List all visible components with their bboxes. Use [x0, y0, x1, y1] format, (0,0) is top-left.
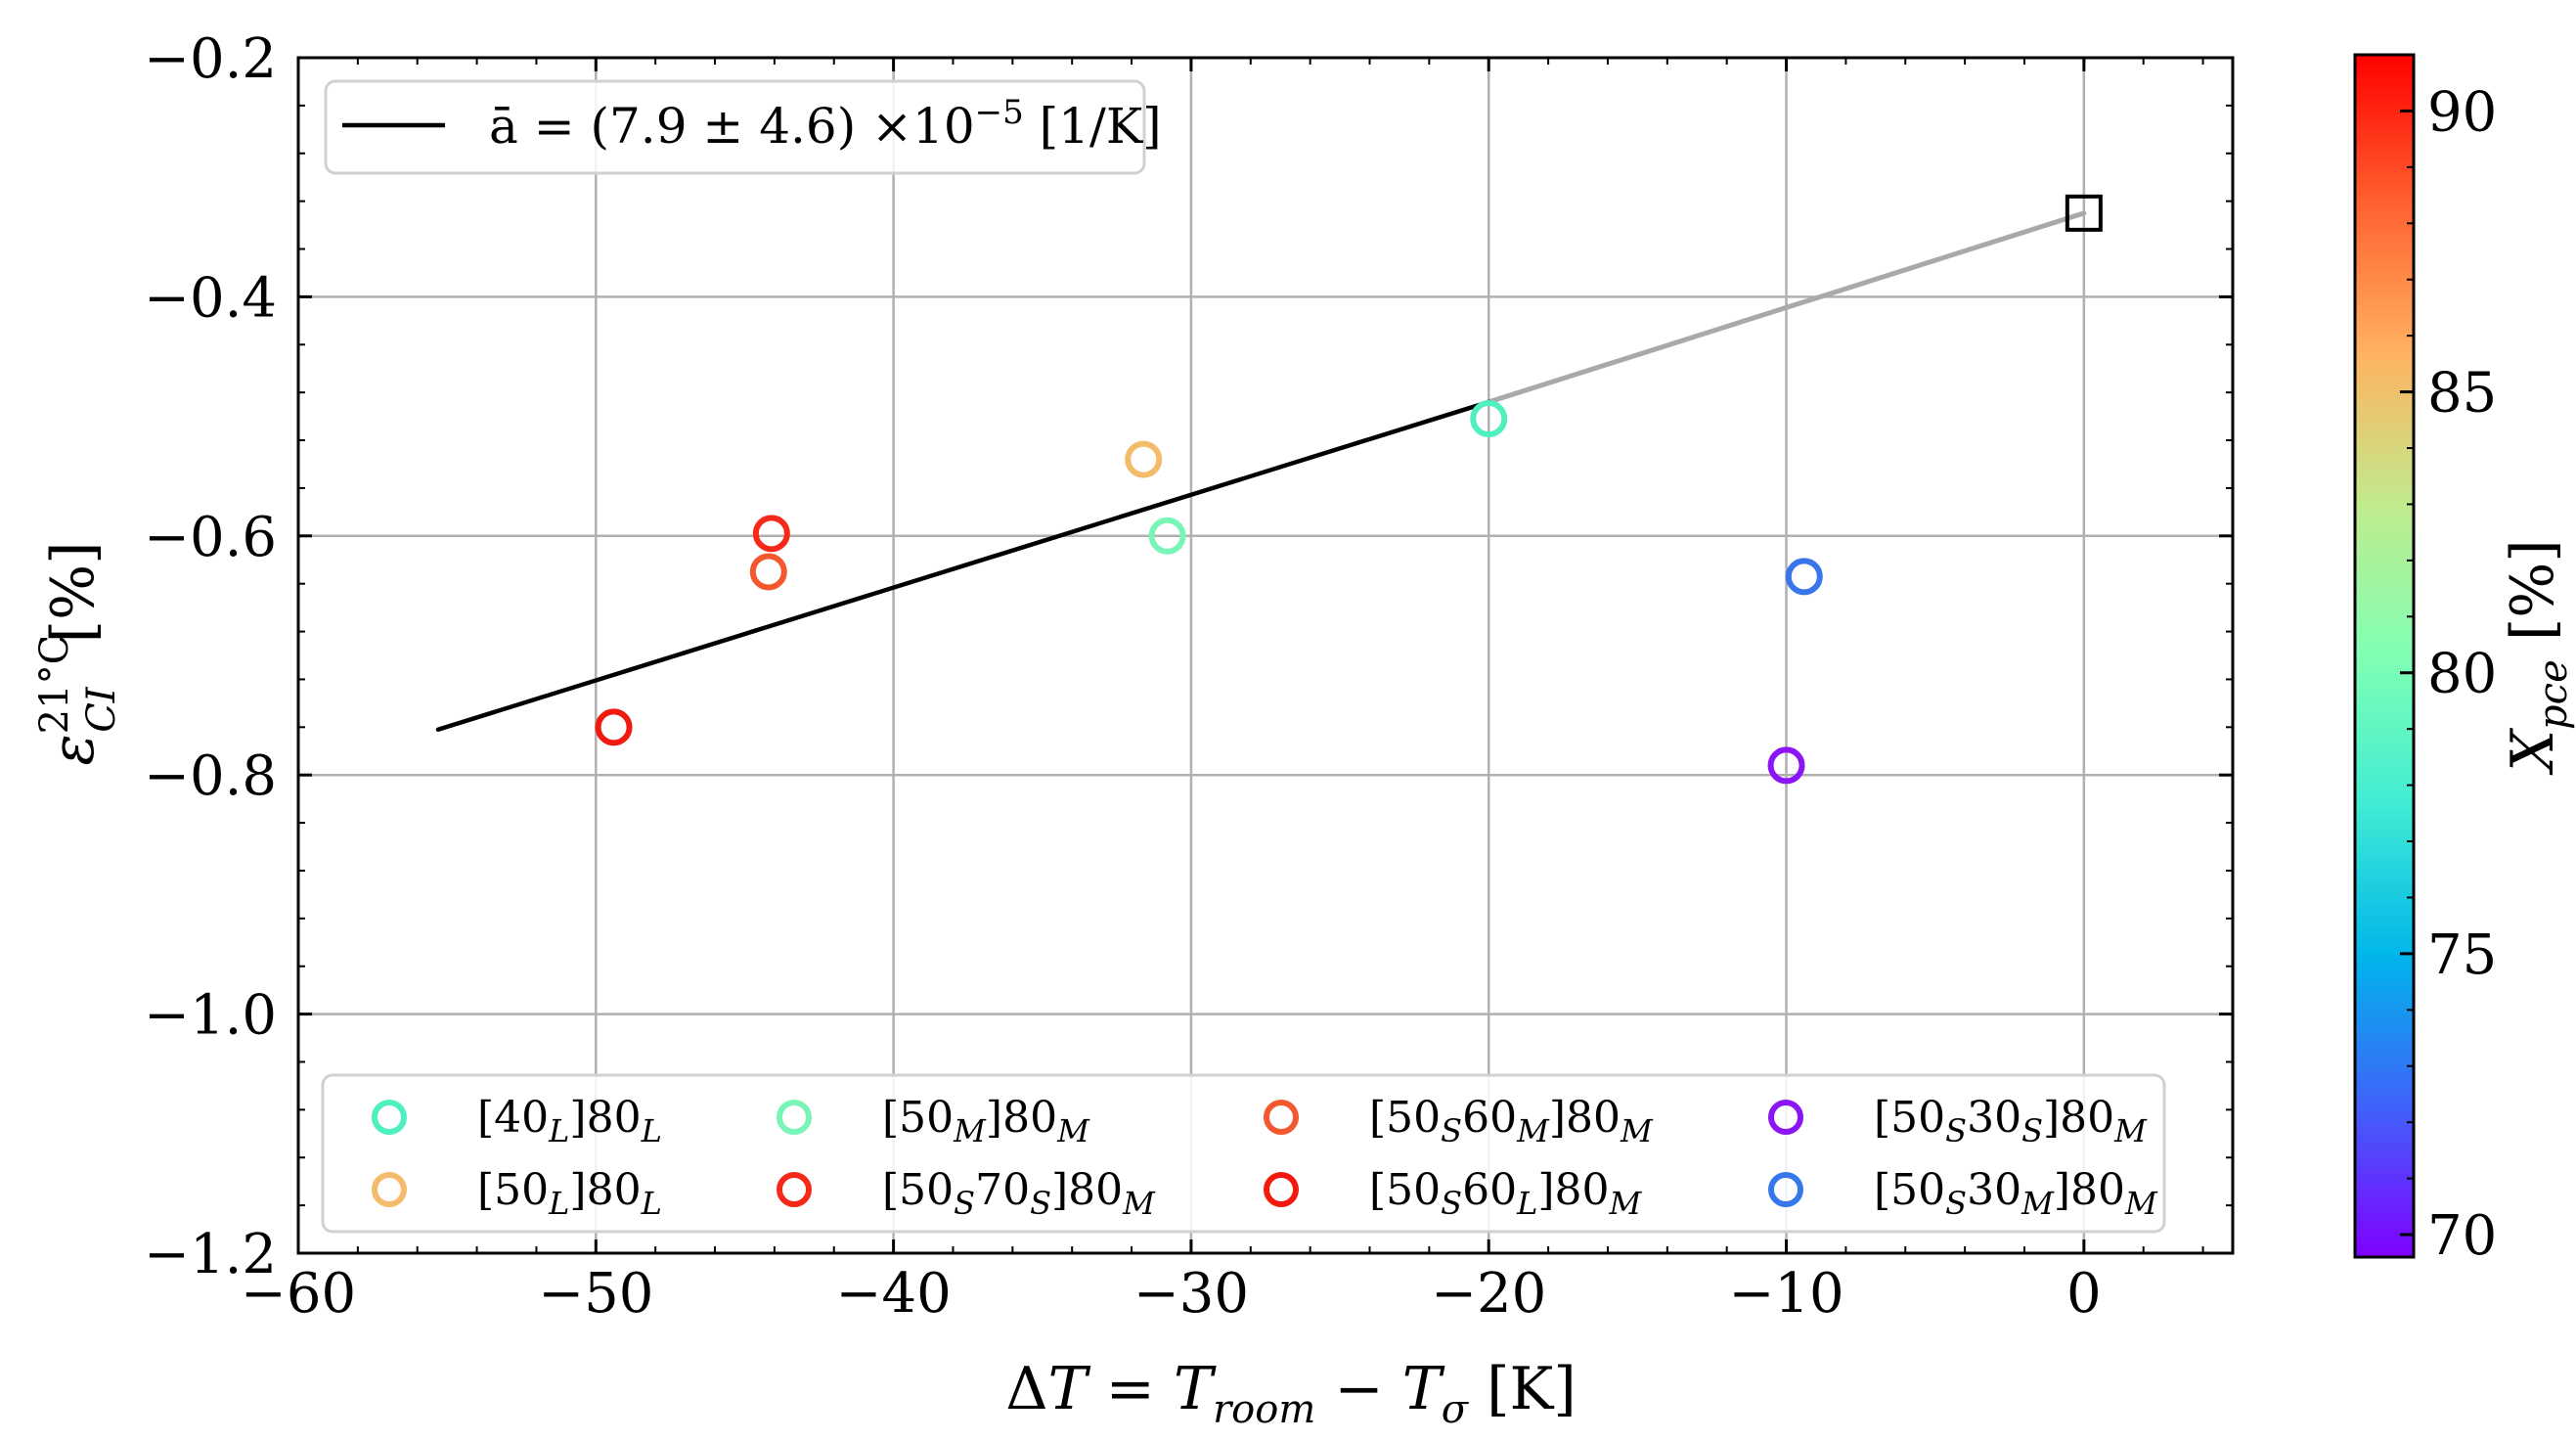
legend-marker [372, 1100, 407, 1135]
y-tick-label: −1.2 [144, 1223, 277, 1286]
colorbar-tick-label: 90 [2427, 80, 2497, 144]
legend-marker [1264, 1100, 1299, 1135]
x-tick-label: −50 [538, 1262, 653, 1326]
fit-legend-label: ā = (7.9 ± 4.6) ×10−5 [1/K] [489, 93, 1162, 155]
reference-square-marker [2065, 194, 2103, 232]
data-points [595, 400, 1823, 785]
legend-label: [50M]80M [882, 1093, 1090, 1149]
fit-line [435, 399, 1491, 733]
data-point [1470, 400, 1508, 438]
legend-label: [50L]80L [477, 1165, 662, 1222]
legend-marker [372, 1172, 407, 1207]
colorbar-ticks: 70 75 80 85 90 [2400, 54, 2497, 1268]
x-tick-label: −30 [1133, 1262, 1249, 1326]
legend-label: [50S30S]80M [1874, 1093, 2148, 1149]
gridlines [298, 58, 2233, 1253]
colorbar-label: Xpce [%] [2499, 539, 2576, 775]
x-tick-label: −40 [836, 1262, 952, 1326]
x-tick-label: −10 [1728, 1262, 1843, 1326]
colorbar-tick-label: 75 [2427, 923, 2497, 987]
data-point [749, 553, 787, 591]
x-axis-label: ΔT = Troom − Tσ [K] [1005, 1355, 1577, 1432]
fit-legend: ā = (7.9 ± 4.6) ×10−5 [1/K] [324, 79, 1162, 175]
legend-label: [50S60L]80M [1369, 1165, 1642, 1222]
colorbar-tick-label: 85 [2427, 362, 2497, 426]
y-tick-label: −0.8 [144, 744, 277, 808]
series-legend: [40L]80L [50L]80L [50M]80M [50S70S]80M [50S6… [321, 1073, 2166, 1234]
y-tick-label: −0.6 [144, 506, 277, 569]
x-tick-label: −20 [1431, 1262, 1546, 1326]
x-ticks: −60 −50 −40 −30 −20 −10 0 [241, 58, 2204, 1326]
legend-label: [40L]80L [477, 1093, 662, 1149]
legend-marker [1264, 1172, 1299, 1207]
data-point [752, 515, 790, 553]
data-point [1125, 440, 1163, 478]
legend-label: [50S70S]80M [882, 1165, 1156, 1222]
y-axis-label: ε21°CCI [%] [32, 541, 124, 765]
x-tick-label: −60 [241, 1262, 356, 1326]
colorbar [2353, 53, 2416, 1259]
plot-frame [296, 56, 2235, 1255]
data-point [1148, 517, 1186, 555]
legend-marker [1768, 1100, 1803, 1135]
y-tick-label: −0.4 [144, 266, 277, 330]
fit-extension-line [1486, 210, 2087, 405]
legend-marker [1768, 1172, 1803, 1207]
legend-marker [777, 1172, 812, 1207]
colorbar-tick-label: 80 [2427, 643, 2497, 706]
legend-label: [50S30M]80M [1874, 1165, 2158, 1222]
data-point [1767, 746, 1805, 785]
data-point [595, 708, 633, 746]
legend-label: [50S60M]80M [1369, 1093, 1654, 1149]
y-tick-label: −0.2 [144, 27, 277, 91]
y-tick-label: −1.0 [144, 984, 277, 1048]
legend-marker [777, 1100, 812, 1135]
colorbar-tick-label: 70 [2427, 1204, 2497, 1268]
x-tick-label: 0 [2066, 1262, 2102, 1326]
data-point [1785, 558, 1823, 596]
y-ticks: −1.2 −1.0 −0.8 −0.6 −0.4 −0.2 [144, 27, 2233, 1286]
